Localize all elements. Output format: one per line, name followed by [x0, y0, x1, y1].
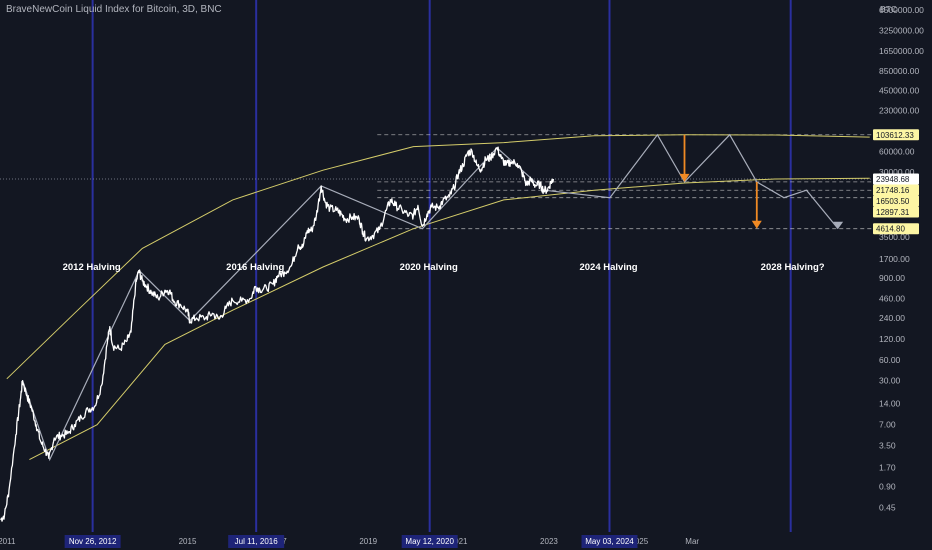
halving-date-text: May 12, 2020: [405, 537, 454, 546]
y-tick-label: 900.00: [879, 273, 905, 283]
drop-arrowhead: [751, 220, 762, 229]
y-tick-label: 3.50: [879, 441, 896, 451]
halving-date-text: May 03, 2024: [585, 537, 634, 546]
x-tick-label: 2025: [630, 537, 648, 546]
price-label: 103612.33: [873, 129, 919, 141]
y-tick-label: 240.00: [879, 313, 905, 323]
y-tick-label: 6500000.00: [879, 5, 924, 15]
y-tick-label: 450000.00: [879, 85, 919, 95]
y-tick-label: 3500.00: [879, 232, 910, 242]
halving-date-badge: May 03, 2024: [581, 535, 638, 548]
y-tick-label: 850000.00: [879, 66, 919, 76]
halving-label: 2024 Halving: [579, 262, 637, 273]
x-tick-label: 2023: [540, 537, 558, 546]
chart-title: BraveNewCoin Liquid Index for Bitcoin, 3…: [6, 4, 222, 15]
channel-upper-curve: [6, 134, 870, 380]
price-label-bg: [873, 223, 919, 235]
projection-arrowhead: [833, 221, 844, 229]
y-tick-label: 60.00: [879, 355, 901, 365]
y-tick-label: 0.45: [879, 503, 896, 513]
y-tick-label: 1650000.00: [879, 46, 924, 56]
y-tick-label: 3250000.00: [879, 26, 924, 36]
zigzag-projection: [544, 133, 839, 230]
y-tick-label: 0.90: [879, 482, 896, 492]
halving-date-badge: May 12, 2020: [401, 535, 458, 548]
price-label-bg: [873, 184, 919, 196]
price-label-text: 16503.50: [876, 197, 910, 206]
halving-label: 2020 Halving: [400, 262, 458, 273]
price-label-bg: [873, 206, 919, 218]
halving-date-text: Jul 11, 2016: [235, 537, 279, 546]
price-label: 21748.16: [873, 184, 919, 196]
price-label-text: 103612.33: [876, 131, 914, 140]
price-label-bg: [873, 195, 919, 207]
y-tick-label: 30000.00: [879, 167, 915, 177]
price-label-bg: [873, 173, 919, 185]
y-tick-label: 230000.00: [879, 106, 919, 116]
halving-date-bg: [228, 535, 285, 548]
halving-date-bg: [64, 535, 121, 548]
y-tick-label: 14.00: [879, 399, 901, 409]
halving-date-bg: [581, 535, 638, 548]
price-label: 4614.80: [873, 223, 919, 235]
channel-lower-curve: [29, 177, 870, 461]
x-tick-label: Mar: [685, 537, 699, 546]
y-tick-label: 7.00: [879, 420, 896, 430]
price-label-text: 12897.31: [876, 208, 910, 217]
halving-date-bg: [401, 535, 458, 548]
price-label: 12897.31: [873, 206, 919, 218]
drop-arrowhead: [679, 173, 690, 182]
y-tick-label: 1700.00: [879, 254, 910, 264]
price-label-bg: [873, 129, 919, 141]
price-label-text: 21748.16: [876, 186, 910, 195]
price-label: 16503.50: [873, 195, 919, 207]
x-tick-label: 2011: [0, 537, 16, 546]
y-tick-label: 460.00: [879, 293, 905, 303]
y-tick-label: 30.00: [879, 376, 901, 386]
price-label-text: 4614.80: [876, 225, 905, 234]
zigzag-historical: [22, 147, 545, 462]
price-label: 23948.68: [873, 173, 919, 185]
y-tick-label: 120.00: [879, 334, 905, 344]
halving-date-badge: Nov 26, 2012: [64, 535, 121, 548]
y-tick-label: 1.70: [879, 462, 896, 472]
halving-label: 2012 Halving: [63, 262, 121, 273]
axis-currency: BTC: [880, 4, 897, 14]
x-tick-label: 2019: [359, 537, 377, 546]
x-tick-label: 2021: [450, 537, 468, 546]
halving-label: 2028 Halving?: [761, 262, 825, 273]
halving-date-text: Nov 26, 2012: [69, 537, 117, 546]
halving-date-badge: Jul 11, 2016: [228, 535, 285, 548]
x-tick-label: 2015: [179, 537, 197, 546]
halving-label: 2016 Halving: [226, 262, 284, 273]
y-tick-label: 60000.00: [879, 146, 915, 156]
price-label-text: 23948.68: [876, 175, 910, 184]
price-line: [0, 146, 555, 522]
